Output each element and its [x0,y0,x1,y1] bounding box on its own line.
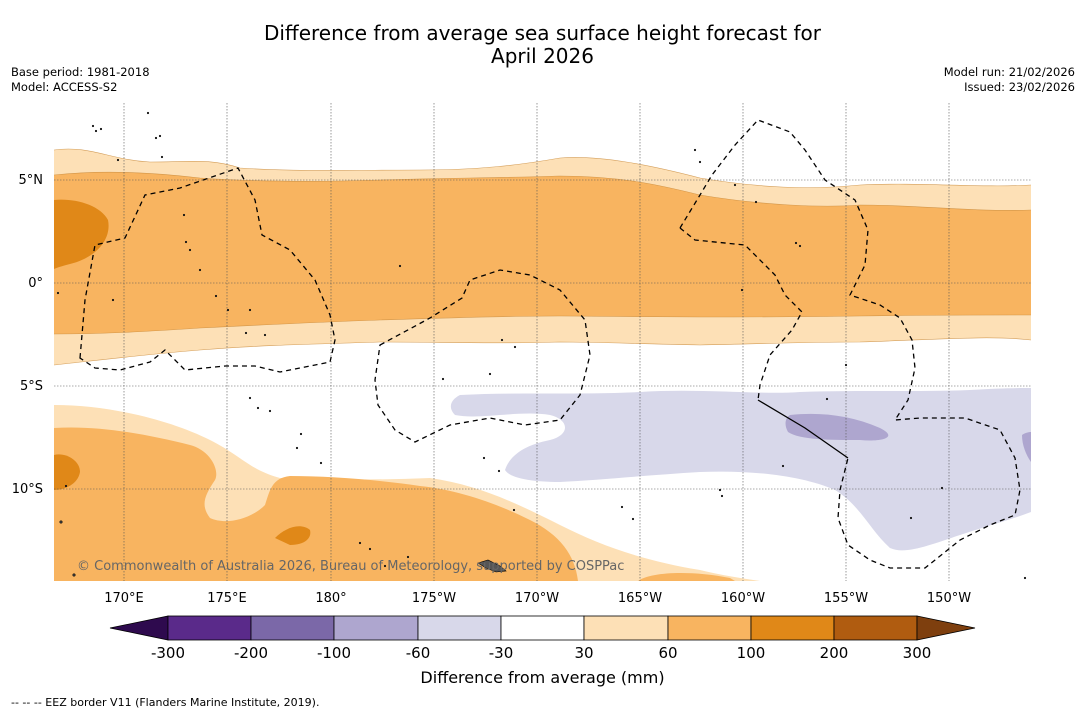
field-white-north [54,103,1031,167]
colorbar-tick: 60 [658,644,677,662]
lon-label: 150°W [927,591,971,606]
colorbar-label: Difference from average (mm) [420,668,665,687]
eez-border-phoenix [374,269,591,443]
eez-border-line-islands-west [679,227,803,401]
colorbar-ticks: -300 -200 -100 -60 -30 30 60 100 200 300 [151,644,931,662]
field-neg-30-south [450,388,1031,551]
field-100-200-west [54,199,109,269]
colorbar-tick: 200 [820,644,849,662]
lon-label: 170°W [515,591,559,606]
eez-border-solid-segment [757,399,849,459]
colorbar-segment [833,615,918,641]
lat-label: 10°S [12,482,43,497]
longitude-labels: 170°E 175°E 180° 175°W 170°W 165°W 160°W… [104,591,971,606]
lon-label: 165°W [618,591,662,606]
colorbar-over-arrow [916,615,976,641]
map-fields: © Commonwealth of Australia 2026, Bureau… [54,103,1031,581]
field-60-100-equator [54,172,1031,334]
field-100-200-southwest [54,454,80,490]
model-name: Model: ACCESS-S2 [11,80,118,94]
base-period: Base period: 1981-2018 [11,65,150,79]
chart-title: Difference from average sea surface heig… [0,22,1085,68]
colorbar-tick: -200 [234,644,268,662]
lat-label: 0° [28,276,43,291]
lon-label: 155°W [824,591,868,606]
colorbar-tick: 30 [574,644,593,662]
colorbar-segment [500,615,585,641]
lon-label: 175°W [412,591,456,606]
issued-date: Issued: 23/02/2026 [964,80,1075,94]
eez-border-kiribati-gilberts [79,167,336,373]
lon-label: 160°W [721,591,765,606]
title-line-2: April 2026 [491,44,594,68]
lon-label: 170°E [104,591,144,606]
colorbar-segment [167,615,252,641]
lon-label: 180° [315,591,346,606]
eez-borders [79,119,1021,569]
latitude-labels: 5°N 0° 5°S 10°S [12,173,43,497]
colorbar-segment [250,615,335,641]
colorbar-tick: -60 [406,644,431,662]
colorbar-segment [750,615,835,641]
colorbar-segment [583,615,669,641]
eez-footnote: -- -- -- EEZ border V11 (Flanders Marine… [11,696,320,709]
model-run: Model run: 21/02/2026 [943,65,1075,79]
lat-label: 5°N [19,173,44,188]
colorbar-under-arrow [109,615,169,641]
colorbar-tick: 100 [737,644,766,662]
field-60-100-south [638,572,735,581]
title-line-1: Difference from average sea surface heig… [263,21,822,45]
colorbar-segment [667,615,752,641]
colorbar-segment [417,615,502,641]
lat-label: 5°S [20,379,43,394]
field-100-200-south [275,526,311,545]
meta-right: Model run: 21/02/2026 Issued: 23/02/2026 [944,65,1075,95]
colorbar-tick: 300 [903,644,932,662]
colorbar-tick: -100 [317,644,351,662]
field-60-100-southwest [54,427,578,581]
lon-label: 175°E [207,591,247,606]
islands [56,111,1027,580]
field-neg-60-south [785,413,889,441]
island-cluster [477,559,507,573]
copyright-notice: © Commonwealth of Australia 2026, Bureau… [77,559,624,574]
colorbar [109,615,976,641]
gridlines [54,103,1031,581]
colorbar-segment [333,615,419,641]
contour-lines [54,148,1031,366]
field-neg-60-east [1022,432,1031,462]
meta-left: Base period: 1981-2018 Model: ACCESS-S2 [11,65,150,95]
colorbar-tick: -30 [489,644,514,662]
colorbar-tick: -300 [151,644,185,662]
eez-border-line-islands [679,119,1021,569]
